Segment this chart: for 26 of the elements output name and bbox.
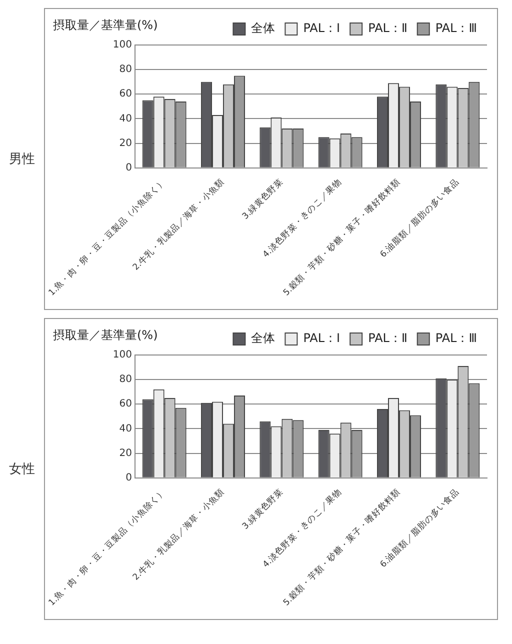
text: 男性 [8,150,36,168]
legend-label: PAL：Ⅲ [435,331,478,346]
y-tick-label: 80 [119,64,132,76]
y-tick-label: 20 [119,448,132,459]
legend-label: PAL：Ⅰ [303,21,340,36]
legend-label: PAL：Ⅰ [303,331,340,346]
y-tick-label: 80 [119,374,132,386]
y-axis-title: 摂取量／基準量(%) [53,17,158,34]
x-tick-label: 3.緑黄色野菜 [240,486,286,532]
legend-label: 全体 [251,331,276,346]
legend-label: PAL：Ⅱ [368,21,408,36]
y-tick-label: 20 [119,138,132,149]
legend-label: PAL：Ⅲ [435,21,478,36]
y-tick-label: 100 [112,350,132,361]
y-tick-label: 100 [112,40,132,51]
y-tick-label: 0 [126,162,132,174]
y-tick-label: 40 [119,113,132,124]
y-tick-label: 60 [119,88,132,100]
y-tick-label: 60 [119,398,132,410]
legend-label: 全体 [251,21,276,36]
legend-label: PAL：Ⅱ [368,331,408,346]
y-axis-title: 摂取量／基準量(%) [53,327,158,344]
y-tick-label: 0 [126,472,132,484]
x-tick-label: 3.緑黄色野菜 [240,176,286,222]
y-tick-label: 40 [119,423,132,434]
text: 女性 [8,460,36,478]
